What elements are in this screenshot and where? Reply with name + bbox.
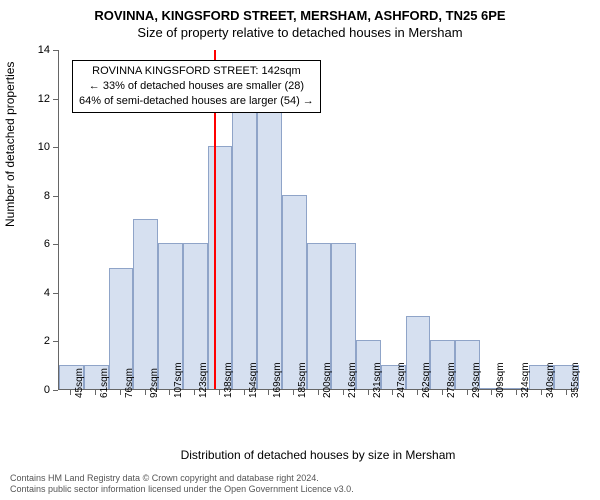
x-tick-mark (145, 390, 146, 395)
y-tick-label: 10 (38, 141, 50, 153)
x-tick-label: 169sqm (272, 362, 283, 398)
histogram-bar (133, 219, 158, 389)
y-tick-label: 12 (38, 93, 50, 105)
x-tick-label: 154sqm (248, 362, 259, 398)
x-tick-mark (293, 390, 294, 395)
x-tick-mark (368, 390, 369, 395)
histogram-bar (282, 195, 307, 389)
x-tick-mark (194, 390, 195, 395)
x-tick-mark (417, 390, 418, 395)
x-tick-label: 231sqm (372, 362, 383, 398)
y-axis: 02468101214 (0, 50, 58, 390)
info-line-1: ROVINNA KINGSFORD STREET: 142sqm (79, 64, 314, 79)
x-tick-mark (169, 390, 170, 395)
x-tick-mark (95, 390, 96, 395)
x-tick-label: 355sqm (570, 362, 581, 398)
x-tick-mark (268, 390, 269, 395)
chart-title-main: ROVINNA, KINGSFORD STREET, MERSHAM, ASHF… (0, 0, 600, 23)
x-tick-label: 200sqm (322, 362, 333, 398)
y-tick-label: 14 (38, 44, 50, 56)
y-tick-label: 0 (44, 384, 50, 396)
x-tick-label: 293sqm (471, 362, 482, 398)
x-tick-label: 262sqm (421, 362, 432, 398)
x-tick-label: 76sqm (124, 368, 135, 398)
footer-line-2: Contains public sector information licen… (10, 484, 590, 495)
y-tick-label: 4 (44, 287, 50, 299)
chart-title-sub: Size of property relative to detached ho… (0, 23, 600, 40)
x-tick-label: 138sqm (223, 362, 234, 398)
x-tick-mark (516, 390, 517, 395)
x-tick-label: 107sqm (173, 362, 184, 398)
x-tick-label: 324sqm (520, 362, 531, 398)
y-tick-label: 2 (44, 335, 50, 347)
x-tick-mark (467, 390, 468, 395)
x-tick-label: 185sqm (297, 362, 308, 398)
histogram-bar (257, 98, 282, 389)
info-line-3: 64% of semi-detached houses are larger (… (79, 94, 314, 109)
x-tick-mark (442, 390, 443, 395)
x-tick-label: 278sqm (446, 362, 457, 398)
x-tick-label: 247sqm (396, 362, 407, 398)
x-tick-mark (343, 390, 344, 395)
x-tick-mark (491, 390, 492, 395)
x-tick-mark (318, 390, 319, 395)
footer-attribution: Contains HM Land Registry data © Crown c… (10, 473, 590, 496)
x-tick-mark (566, 390, 567, 395)
x-tick-label: 123sqm (198, 362, 209, 398)
histogram-bar (208, 146, 233, 389)
y-tick-label: 8 (44, 190, 50, 202)
x-tick-label: 340sqm (545, 362, 556, 398)
x-tick-mark (70, 390, 71, 395)
footer-line-1: Contains HM Land Registry data © Crown c… (10, 473, 590, 484)
info-annotation-box: ROVINNA KINGSFORD STREET: 142sqm ← 33% o… (72, 60, 321, 113)
x-tick-mark (244, 390, 245, 395)
x-tick-mark (120, 390, 121, 395)
x-tick-mark (219, 390, 220, 395)
x-tick-mark (392, 390, 393, 395)
histogram-bar (232, 98, 257, 389)
x-axis-label: Distribution of detached houses by size … (58, 448, 578, 462)
x-tick-mark (541, 390, 542, 395)
info-line-2: ← 33% of detached houses are smaller (28… (79, 79, 314, 94)
y-tick-label: 6 (44, 238, 50, 250)
x-tick-label: 92sqm (149, 368, 160, 398)
x-tick-label: 309sqm (495, 362, 506, 398)
x-tick-label: 216sqm (347, 362, 358, 398)
x-tick-label: 45sqm (74, 368, 85, 398)
x-tick-label: 61sqm (99, 368, 110, 398)
